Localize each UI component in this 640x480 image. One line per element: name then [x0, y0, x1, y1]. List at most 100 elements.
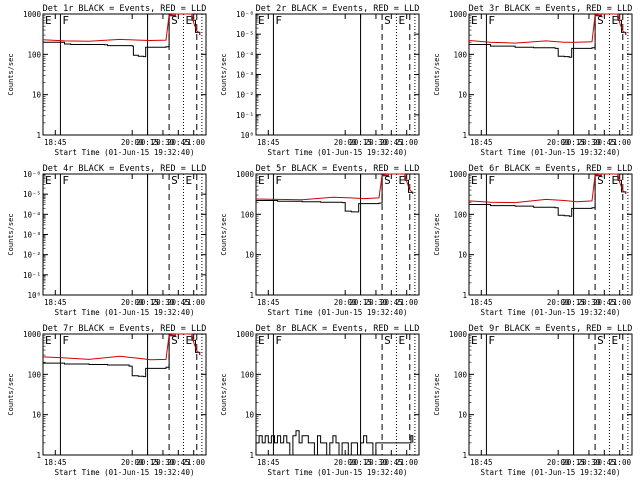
event-marker-label: F — [62, 174, 69, 187]
x-axis-label: Start Time (01-Jun-15 19:32:40) — [481, 308, 621, 317]
x-tick-label: 18:45 — [470, 298, 493, 307]
series-lld — [42, 333, 201, 361]
x-tick-label: 18:45 — [44, 138, 67, 147]
x-tick-label: 20:15 — [349, 138, 372, 147]
y-tick-label: 10⁻² — [23, 251, 41, 260]
y-tick-label: 10 — [245, 251, 255, 260]
y-tick-label: 10⁰ — [27, 291, 41, 300]
y-axis-label: Counts/sec — [220, 213, 228, 255]
x-axis-label: Start Time (01-Jun-15 19:32:40) — [55, 308, 195, 317]
y-tick-label: 10⁻³ — [236, 71, 254, 80]
x-tick-label: 20:45 — [593, 138, 616, 147]
event-marker-label: E — [45, 334, 52, 347]
panel-title: Det 4r BLACK = Events, RED = LLD — [43, 164, 207, 174]
panel-title: Det 8r BLACK = Events, RED = LLD — [256, 324, 420, 334]
event-marker-label: E — [185, 334, 192, 347]
panel-title: Det 3r BLACK = Events, RED = LLD — [469, 4, 633, 14]
event-marker-label: S — [384, 174, 391, 187]
x-tick-label: 21:00 — [608, 138, 631, 147]
y-tick-label: 10⁻⁴ — [23, 210, 41, 219]
y-tick-label: 10⁻¹ — [236, 111, 254, 120]
event-marker-label: S — [597, 14, 604, 27]
event-marker-label: S — [597, 334, 604, 347]
x-tick-label: 20:15 — [136, 458, 159, 467]
event-marker-label: F — [275, 334, 282, 347]
y-tick-label: 10 — [458, 411, 468, 420]
x-tick-label: 18:45 — [44, 298, 67, 307]
y-tick-label: 10⁻² — [236, 91, 254, 100]
series-lld — [42, 13, 201, 42]
y-tick-label: 1 — [36, 131, 41, 140]
event-marker-label: E — [398, 14, 405, 27]
y-tick-label: 1 — [462, 131, 467, 140]
y-tick-label: 10⁰ — [240, 131, 254, 140]
x-tick-label: 20:15 — [562, 298, 585, 307]
event-marker-label: E — [611, 14, 618, 27]
y-tick-label: 1 — [249, 451, 254, 460]
event-marker-label: E — [398, 334, 405, 347]
series-events — [256, 430, 414, 456]
x-tick-label: 20:00 — [334, 298, 357, 307]
series-lld — [255, 173, 414, 201]
event-marker-label: E — [471, 334, 478, 347]
x-tick-label: 20:30 — [152, 138, 175, 147]
x-axis-label: Start Time (01-Jun-15 19:32:40) — [481, 148, 621, 157]
y-tick-label: 10⁻⁴ — [236, 50, 254, 59]
x-tick-label: 20:30 — [365, 138, 388, 147]
panel-title: Det 2r BLACK = Events, RED = LLD — [256, 4, 420, 14]
x-tick-label: 20:00 — [547, 458, 570, 467]
panel-title: Det 9r BLACK = Events, RED = LLD — [469, 324, 633, 334]
y-axis-label: Counts/sec — [7, 53, 15, 95]
y-tick-label: 100 — [27, 50, 41, 59]
y-tick-label: 100 — [27, 370, 41, 379]
panel-title: Det 5r BLACK = Events, RED = LLD — [256, 164, 420, 174]
y-tick-label: 1000 — [449, 170, 468, 179]
x-tick-label: 20:00 — [334, 458, 357, 467]
x-axis-label: Start Time (01-Jun-15 19:32:40) — [55, 468, 195, 477]
y-tick-label: 1000 — [449, 10, 468, 19]
y-tick-label: 10⁻⁶ — [23, 170, 41, 179]
x-tick-label: 21:00 — [182, 458, 205, 467]
y-axis-label: Counts/sec — [433, 53, 441, 95]
x-tick-label: 21:00 — [395, 138, 418, 147]
event-marker-label: F — [488, 334, 495, 347]
x-tick-label: 20:15 — [349, 298, 372, 307]
y-tick-label: 1000 — [23, 10, 42, 19]
x-axis-label: Start Time (01-Jun-15 19:32:40) — [268, 308, 408, 317]
y-axis-label: Counts/sec — [433, 373, 441, 415]
series-lld — [468, 173, 627, 204]
series-lld — [468, 13, 627, 44]
x-tick-label: 20:00 — [547, 138, 570, 147]
y-axis-label: Counts/sec — [7, 373, 15, 415]
x-tick-label: 18:45 — [257, 138, 280, 147]
x-tick-label: 20:00 — [334, 138, 357, 147]
y-tick-label: 100 — [453, 210, 467, 219]
y-tick-label: 10 — [32, 91, 42, 100]
event-marker-label: F — [275, 174, 282, 187]
event-marker-label: E — [611, 334, 618, 347]
x-tick-label: 21:00 — [182, 298, 205, 307]
x-tick-label: 20:30 — [578, 458, 601, 467]
event-marker-label: E — [258, 14, 265, 27]
x-tick-label: 20:00 — [121, 298, 144, 307]
y-tick-label: 10⁻³ — [23, 231, 41, 240]
y-tick-label: 1000 — [449, 330, 468, 339]
x-axis-label: Start Time (01-Jun-15 19:32:40) — [268, 468, 408, 477]
event-marker-label: E — [471, 174, 478, 187]
panel-title: Det 1r BLACK = Events, RED = LLD — [43, 4, 207, 14]
y-axis-label: Counts/sec — [433, 213, 441, 255]
event-marker-label: E — [398, 174, 405, 187]
panel-title: Det 7r BLACK = Events, RED = LLD — [43, 324, 207, 334]
event-marker-label: F — [62, 334, 69, 347]
x-tick-label: 18:45 — [470, 458, 493, 467]
event-marker-label: F — [62, 14, 69, 27]
